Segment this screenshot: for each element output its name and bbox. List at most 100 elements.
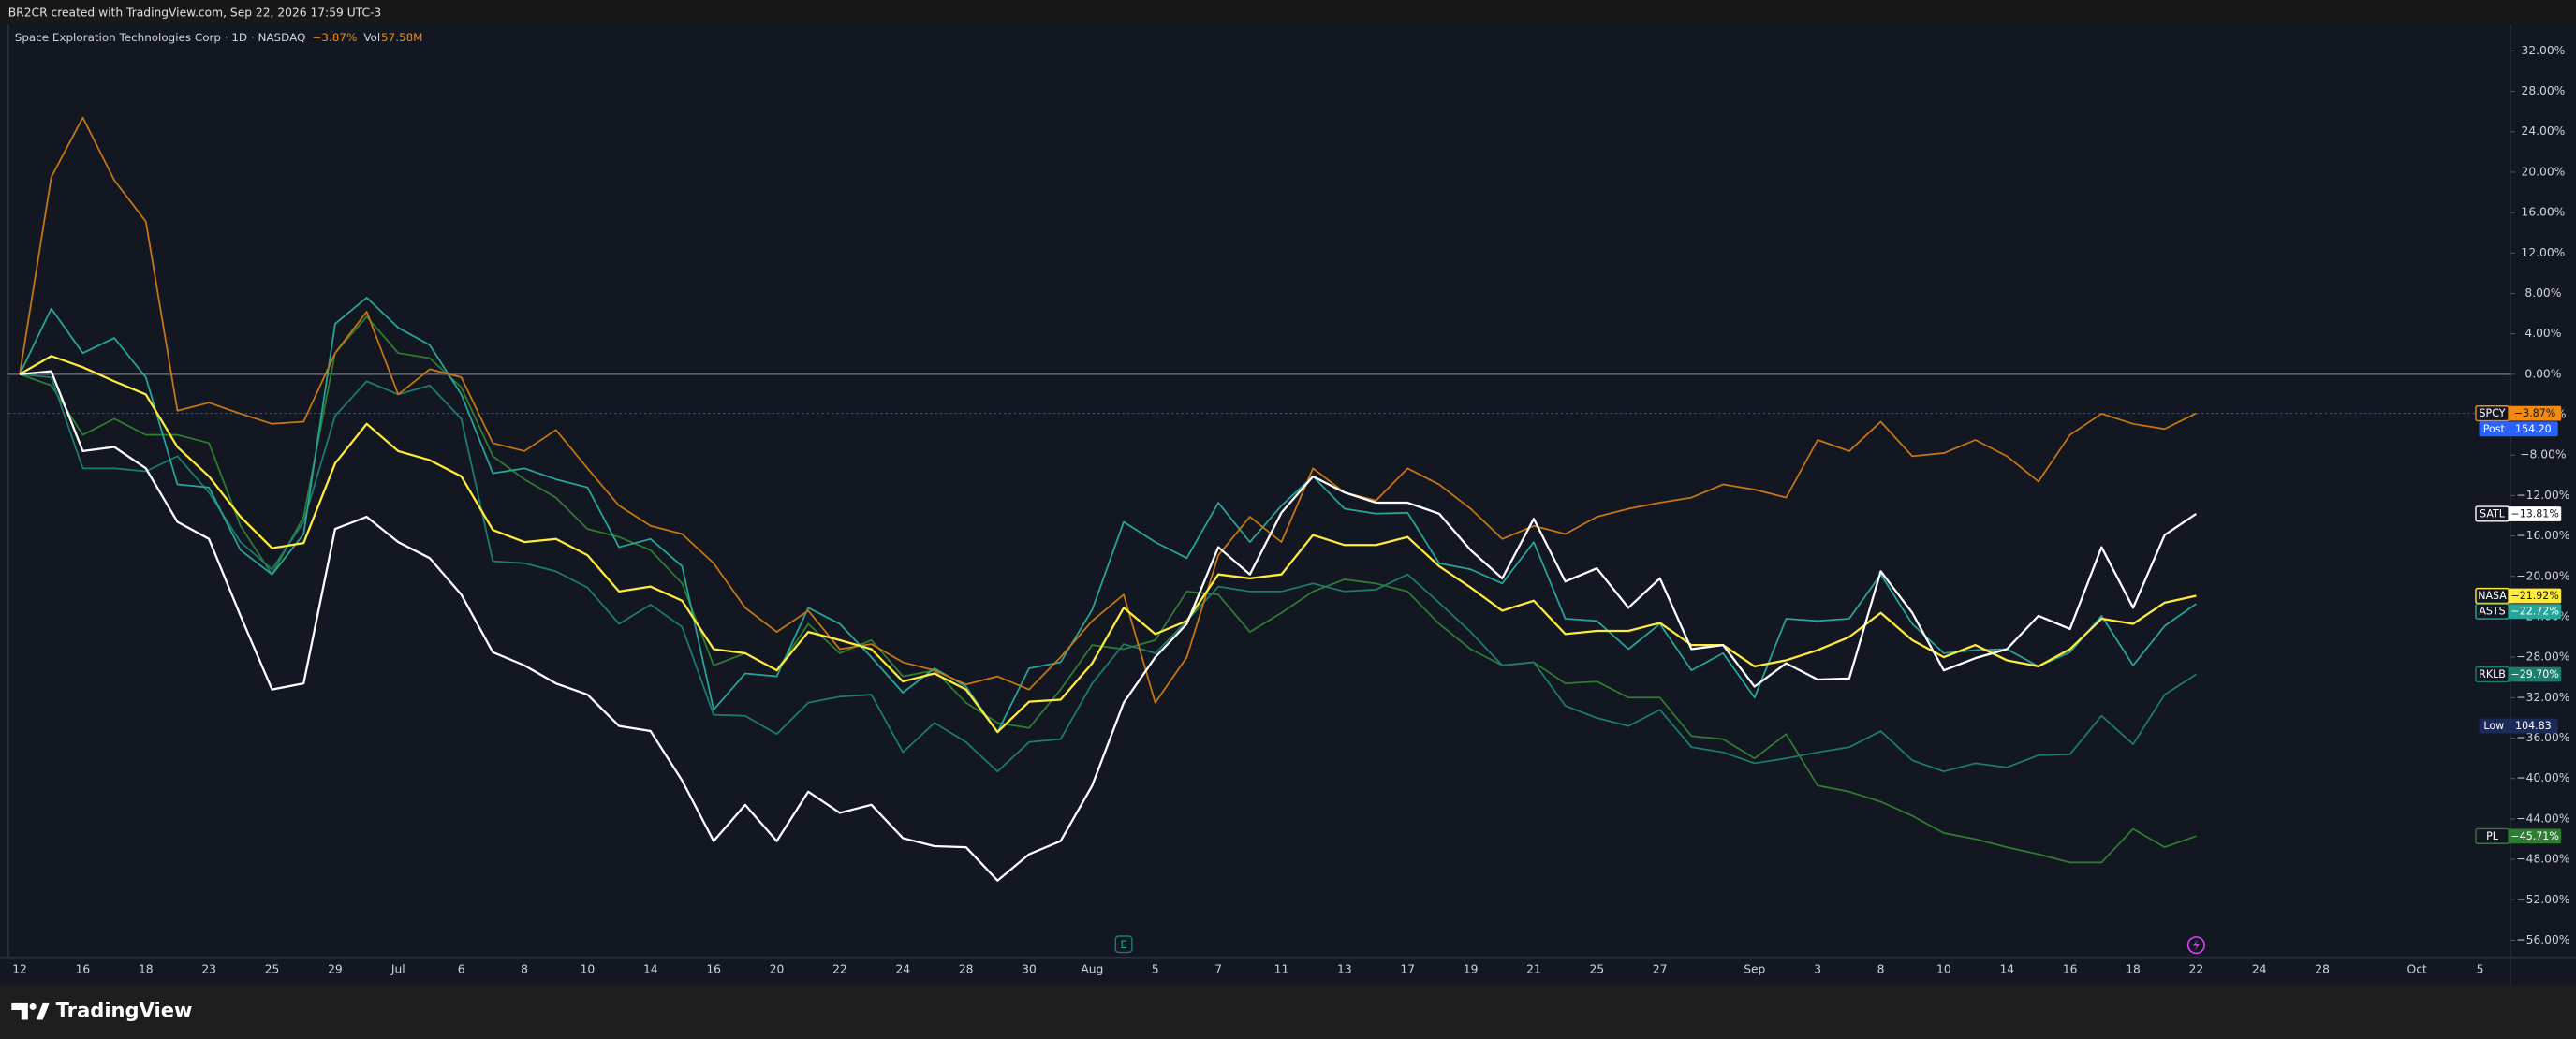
y-tick-label: −28.00% xyxy=(2516,651,2569,664)
x-tick-label: 16 xyxy=(706,962,721,975)
axis-label-name: RKLB xyxy=(2479,668,2506,680)
y-tick-label: −56.00% xyxy=(2516,933,2569,946)
series-line xyxy=(19,116,2197,704)
split-marker-bolt xyxy=(2192,939,2200,951)
x-tick-label: 13 xyxy=(1337,962,1352,975)
x-tick-label: 5 xyxy=(1152,962,1159,975)
x-tick-label: 14 xyxy=(643,962,658,975)
series-line xyxy=(19,315,2197,864)
axis-label: RKLB −29.70% xyxy=(2475,666,2562,683)
axis-label-value: −45.71% xyxy=(2510,830,2558,842)
x-tick-label: 3 xyxy=(1814,962,1821,975)
y-tick-label: 0.00% xyxy=(2524,367,2561,380)
axis-label-name-box xyxy=(2475,603,2510,620)
x-tick-label: 20 xyxy=(770,962,785,975)
legend-text: Vol xyxy=(363,31,380,44)
axis-label-name: SATL xyxy=(2480,507,2506,520)
x-tick-label: 24 xyxy=(895,962,910,975)
y-tick-label: 16.00% xyxy=(2522,206,2566,219)
x-tick-label: 8 xyxy=(521,962,528,975)
price-label-value: 154.20 xyxy=(2515,423,2552,435)
axis-label-value: −22.72% xyxy=(2510,606,2558,618)
x-tick-label: Jul xyxy=(390,962,405,975)
series-line xyxy=(19,373,2197,773)
price-label-value: 104.83 xyxy=(2515,720,2552,732)
axis-label-value: −21.92% xyxy=(2510,590,2558,602)
x-tick-label: 16 xyxy=(76,962,91,975)
x-tick-label: 18 xyxy=(2126,962,2141,975)
y-tick-label: −52.00% xyxy=(2516,893,2569,906)
header-text: BR2CR created with TradingView.com, Sep … xyxy=(8,7,381,20)
y-tick-label: 8.00% xyxy=(2524,286,2561,300)
event-marker xyxy=(1114,935,1133,954)
x-tick-label: 10 xyxy=(581,962,596,975)
x-tick-label: 24 xyxy=(2252,962,2267,975)
axis-label-name-box xyxy=(2475,505,2510,522)
x-tick-label: Aug xyxy=(1081,962,1103,975)
price-label-name: Low xyxy=(2483,720,2504,732)
x-tick-label: 25 xyxy=(1590,962,1605,975)
x-tick-label: 22 xyxy=(2189,962,2204,975)
y-tick-label: −20.00% xyxy=(2516,569,2569,582)
x-tick-label: 23 xyxy=(201,962,216,975)
axis-label-name: ASTS xyxy=(2479,606,2505,618)
x-tick-label: 25 xyxy=(265,962,280,975)
x-tick-label: 7 xyxy=(1214,962,1222,975)
axis-label-name: NASA xyxy=(2478,590,2507,602)
x-tick-label: 27 xyxy=(1653,962,1668,975)
series-line xyxy=(19,355,2197,734)
x-tick-label: 28 xyxy=(959,962,974,975)
x-tick-label: 21 xyxy=(1526,962,1541,975)
axis-label-name: SPCY xyxy=(2480,407,2506,419)
axis-label: SPCY −3.87% xyxy=(2475,405,2562,422)
y-tick-label: −44.00% xyxy=(2516,812,2569,825)
y-tick-label: 32.00% xyxy=(2522,44,2566,57)
axis-label-value: −3.87% xyxy=(2514,407,2555,419)
legend-text: −3.87% xyxy=(312,31,357,44)
y-tick-label: −16.00% xyxy=(2516,529,2569,542)
x-tick-label: 17 xyxy=(1400,962,1415,975)
x-tick-label: 30 xyxy=(1022,962,1037,975)
y-tick-label: 28.00% xyxy=(2522,84,2566,97)
x-tick-label: 5 xyxy=(2477,962,2484,975)
x-tick-label: 16 xyxy=(2063,962,2078,975)
tv-logo xyxy=(11,1002,50,1020)
axis-label-name-box xyxy=(2475,587,2510,605)
axis-label: NASA −21.92% xyxy=(2475,587,2562,605)
y-tick-label: −12.00% xyxy=(2516,489,2569,502)
axis-label-value: −13.81% xyxy=(2510,507,2558,520)
x-tick-label: 11 xyxy=(1274,962,1289,975)
x-tick-label: Sep xyxy=(1744,962,1765,975)
bottom-bar xyxy=(0,985,2576,1039)
axis-label-name-box xyxy=(2475,666,2510,683)
footer-brand: TradingView xyxy=(56,999,193,1022)
x-tick-label: 14 xyxy=(1999,962,2014,975)
price-label-name: Post xyxy=(2483,423,2506,435)
axis-label-name: PL xyxy=(2486,830,2499,842)
y-tick-label: −32.00% xyxy=(2516,691,2569,704)
x-tick-label: 19 xyxy=(1464,962,1479,975)
axis-label: ASTS −22.72% xyxy=(2475,603,2562,620)
axis-label: Low 104.83 xyxy=(2479,718,2558,734)
axis-label: PL −45.71% xyxy=(2475,827,2562,844)
x-tick-label: 29 xyxy=(328,962,343,975)
x-tick-label: 18 xyxy=(139,962,154,975)
y-tick-label: −40.00% xyxy=(2516,771,2569,784)
axis-label-name-box xyxy=(2475,827,2510,844)
y-tick-label: 20.00% xyxy=(2522,165,2566,178)
series-line xyxy=(19,370,2198,882)
x-tick-label: Oct xyxy=(2407,962,2427,975)
y-tick-label: −8.00% xyxy=(2520,448,2566,461)
event-label: E xyxy=(1120,938,1126,951)
y-tick-label: −36.00% xyxy=(2516,731,2569,744)
x-tick-label: 6 xyxy=(458,962,465,975)
price-label-box xyxy=(2479,421,2558,437)
legend-text: Space Exploration Technologies Corp · 1D… xyxy=(15,31,306,44)
legend-text: 57.58M xyxy=(381,31,422,44)
x-tick-label: 10 xyxy=(1936,962,1951,975)
y-tick-label: 4.00% xyxy=(2524,327,2561,340)
axis-label-name-box xyxy=(2475,405,2510,422)
series-line xyxy=(19,297,2197,733)
axis-label: SATL −13.81% xyxy=(2475,505,2562,522)
